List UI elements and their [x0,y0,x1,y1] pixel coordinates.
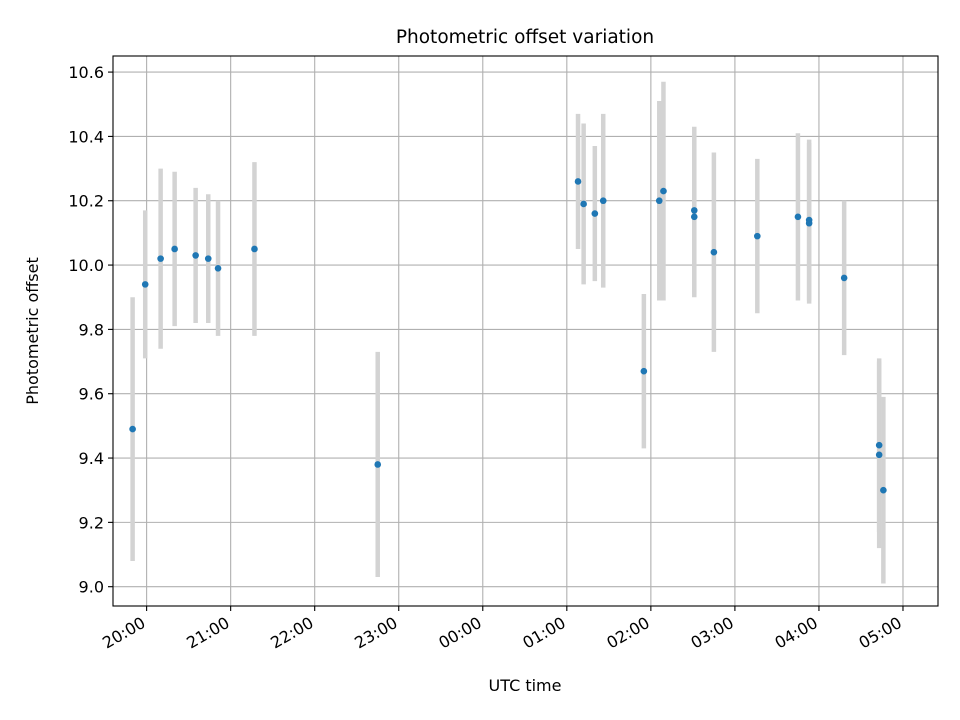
y-tick-label: 10.2 [68,192,104,211]
chart-title: Photometric offset variation [396,27,654,48]
data-point [690,213,698,221]
data-point [599,197,607,205]
y-tick-label: 9.4 [79,449,104,468]
data-point [690,207,698,214]
data-point [204,255,212,262]
data-point [251,245,258,253]
y-tick-label: 9.0 [79,578,104,597]
grid [113,56,938,606]
x-axis-title: UTC time [489,676,562,695]
data-point [141,281,149,288]
data-point [660,187,667,195]
data-point [129,425,136,433]
y-tick-label: 9.6 [79,385,104,404]
data-point [192,252,199,259]
data-point [840,274,848,282]
data-point [875,441,883,449]
data-point [640,367,648,375]
data-point [655,197,663,205]
data-point [574,178,582,185]
data-point [157,255,164,262]
data-points [129,178,887,494]
data-point [880,486,887,494]
data-point [805,219,813,227]
plot-frame [112,55,939,607]
data-point [580,200,587,208]
data-point [754,232,761,240]
y-tick-label: 9.2 [79,513,104,532]
data-point [794,213,802,221]
y-tick-label: 10.6 [68,63,104,82]
data-point [875,451,883,459]
data-point [591,210,599,217]
plot-background [113,56,938,606]
data-point [374,461,382,468]
y-tick-label: 10.4 [68,127,104,146]
y-axis-ticks: 9.0 9.2 9.4 9.6 9.8 10.0 10.2 10.4 10.6 [68,63,113,597]
y-tick-label: 9.8 [79,320,104,339]
data-point [214,264,222,272]
y-tick-label: 10.0 [68,256,104,275]
y-axis-title: Photometric offset [23,257,42,405]
data-point [710,248,718,256]
data-point [171,245,178,253]
